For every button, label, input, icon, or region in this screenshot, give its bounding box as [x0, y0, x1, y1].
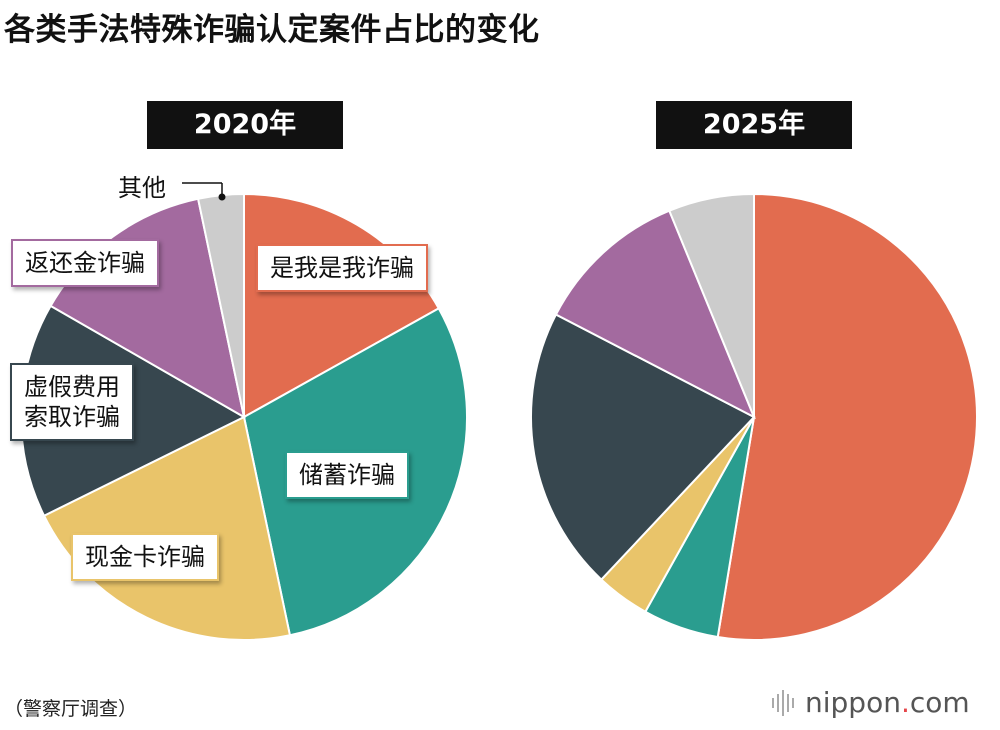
logo-bars-icon	[772, 689, 797, 716]
pie-2020-slice-cash-card	[42, 415, 292, 641]
pie-2025-slice-refund	[554, 209, 756, 420]
logo-suffix: com	[909, 686, 970, 719]
pie-2025	[530, 192, 978, 641]
pie-2025-slice-ore	[716, 192, 978, 641]
pie-2025-slice-other	[668, 192, 755, 418]
logo-name: nippon	[805, 686, 901, 719]
pie-2025-slice-fee	[530, 313, 756, 581]
source-note: （警察厅调查）	[4, 698, 138, 720]
year-label-2025: 2025年	[656, 101, 852, 149]
logo-dot: .	[900, 686, 910, 719]
label-refund: 返还金诈骗	[11, 239, 159, 287]
nippon-logo[interactable]: nippon. com	[772, 686, 970, 719]
label-other: 其他	[118, 174, 166, 202]
label-cash-card: 现金卡诈骗	[71, 533, 219, 581]
label-savings: 储蓄诈骗	[285, 451, 409, 499]
year-label-2020: 2020年	[147, 101, 343, 149]
label-ore: 是我是我诈骗	[256, 244, 428, 292]
label-fee: 虚假费用 索取诈骗	[10, 363, 134, 441]
chart-title: 各类手法特殊诈骗认定案件占比的变化	[4, 12, 540, 48]
other-leader-line	[182, 182, 226, 201]
